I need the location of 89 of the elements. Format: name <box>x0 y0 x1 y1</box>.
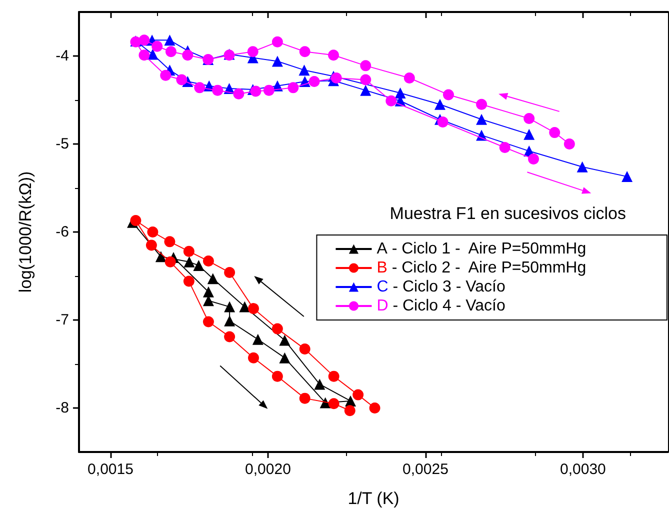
point <box>252 334 264 345</box>
point <box>224 331 236 342</box>
point <box>499 142 510 154</box>
point <box>524 128 535 140</box>
point <box>247 46 258 58</box>
point <box>299 46 310 58</box>
point <box>299 392 310 404</box>
point <box>202 256 214 267</box>
y-tick-label: -5 <box>56 136 69 152</box>
point <box>224 315 236 326</box>
point <box>576 161 588 172</box>
point <box>212 84 224 96</box>
legend-label: A - Ciclo 1 - Aire P=50mmHg <box>376 240 586 258</box>
point <box>404 72 415 84</box>
point <box>360 74 372 86</box>
point <box>360 84 372 96</box>
point <box>360 60 372 72</box>
point <box>164 256 176 268</box>
point <box>476 114 488 125</box>
point <box>164 236 176 248</box>
x-tick-label: 0,0025 <box>402 461 448 478</box>
point <box>224 266 236 278</box>
point <box>176 74 188 86</box>
x-tick-label: 0,0030 <box>560 461 606 478</box>
point <box>330 72 342 84</box>
point <box>224 301 236 312</box>
y-tick-label: -8 <box>56 400 69 416</box>
legend-label: B - Ciclo 2 - Aire P=50mmHg <box>376 260 586 276</box>
point <box>146 240 157 251</box>
point <box>279 334 290 346</box>
point <box>298 64 310 76</box>
point <box>279 352 290 364</box>
x-tick-label: 0,0015 <box>88 461 134 478</box>
point <box>194 82 206 94</box>
point <box>272 370 283 382</box>
point <box>160 70 172 81</box>
point <box>272 323 283 334</box>
point <box>564 138 575 150</box>
point <box>369 402 380 414</box>
point <box>314 378 326 390</box>
point <box>549 127 560 138</box>
point <box>308 76 320 88</box>
point <box>344 405 356 416</box>
y-tick-label: -7 <box>56 312 69 328</box>
point <box>202 286 214 298</box>
point <box>250 86 262 97</box>
point <box>476 98 488 110</box>
legend-label: D - Ciclo 4 - Vacío <box>376 298 506 314</box>
point <box>263 84 274 96</box>
point <box>248 303 259 314</box>
point <box>437 116 448 128</box>
point <box>147 226 158 238</box>
point <box>152 40 163 52</box>
point <box>299 344 310 355</box>
point <box>193 260 204 271</box>
y-axis-title: log(1000/R(kΩ)) <box>16 171 35 293</box>
point <box>272 36 283 48</box>
point <box>288 82 299 94</box>
point <box>184 256 195 268</box>
point <box>328 370 340 382</box>
point <box>352 389 364 400</box>
point <box>183 246 194 257</box>
point <box>138 50 150 61</box>
legend-title: Muestra F1 en sucesivos ciclos <box>390 204 626 223</box>
legend-label: C - Ciclo 3 - Vacío <box>376 278 506 296</box>
point <box>182 50 194 61</box>
y-tick-label: -6 <box>56 224 69 240</box>
point <box>386 95 397 106</box>
point <box>130 215 142 226</box>
point <box>328 398 340 410</box>
point <box>239 301 250 312</box>
y-tick-label: -4 <box>56 48 69 64</box>
point <box>524 112 535 124</box>
point <box>328 50 339 61</box>
point <box>202 316 214 328</box>
point <box>622 171 633 182</box>
point <box>248 352 259 364</box>
x-tick-label: 0,0020 <box>245 461 291 478</box>
point <box>434 98 446 110</box>
point <box>165 46 176 58</box>
point <box>442 89 454 100</box>
point <box>528 153 540 164</box>
point <box>183 276 194 287</box>
point <box>207 273 218 284</box>
point <box>164 34 176 46</box>
point <box>233 88 244 100</box>
point <box>272 56 283 67</box>
point <box>394 87 406 98</box>
x-axis-title: 1/T (K) <box>348 489 400 508</box>
